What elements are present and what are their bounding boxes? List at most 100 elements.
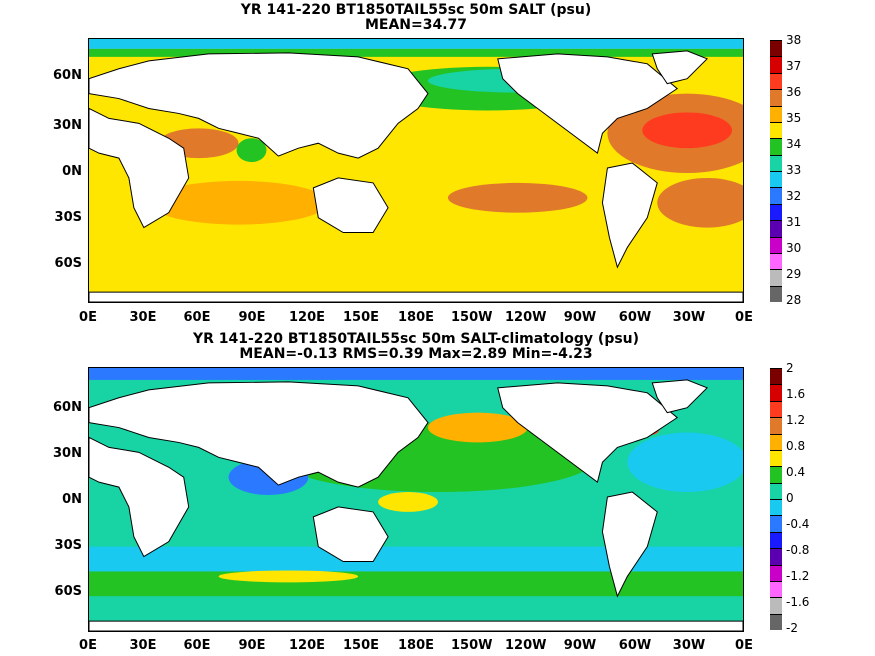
greenland [651,50,708,85]
colorbar-segment [770,466,782,483]
p1-cbar-label: 34 [786,137,802,151]
p2-cbar-label: -2 [786,621,798,635]
colorbar-segment [770,482,782,499]
colorbar-segment [770,417,782,434]
p2-lon: 120W [505,638,547,653]
natl-saltier [642,112,733,149]
p1-lon: 90E [238,310,266,325]
p1-lon: 120E [288,310,326,325]
p2-lon: 90W [563,638,597,653]
antarctica [89,620,743,631]
p1-cbar-label: 30 [786,241,802,255]
colorbar-segment [770,531,782,549]
southern-yellow [218,570,359,583]
subarctic-band [89,48,743,57]
north-america [497,53,679,154]
p1-cbar-label: 29 [786,267,802,281]
arctic-band [89,39,743,49]
p2-lon: 150E [342,638,380,653]
southern-band [89,242,743,273]
colorbar-segment [770,449,782,467]
panel1-salinity-map [88,38,744,303]
p1-cbar-label: 38 [786,33,802,47]
colorbar-segment [770,548,782,565]
colorbar-segment [770,187,782,204]
north-america [497,382,679,483]
p2-cbar-label: -0.8 [786,543,810,557]
colorbar-segment [770,499,782,516]
p1-cbar-label: 32 [786,189,802,203]
colorbar-segment [770,433,782,450]
eurasia [89,52,429,159]
sind-salty [148,180,329,225]
greenland [651,379,708,414]
colorbar-segment [770,89,782,106]
panel2-title-line2: MEAN=-0.13 RMS=0.39 Max=2.89 Min=-4.23 [239,346,593,362]
p1-lat-60s: 60S [54,256,82,271]
colorbar-segment [770,515,782,532]
p2-cbar-label: 1.2 [786,413,806,427]
p2-cbar-label: 0.4 [786,465,806,479]
p1-cbar-label: 35 [786,111,802,125]
southern-pos [89,571,743,597]
australia [312,177,389,234]
colorbar-segment [770,138,782,155]
p2-lon: 60W [618,638,652,653]
p2-lon: 180E [397,638,435,653]
p2-lon: 150W [451,638,493,653]
bengal-fresh [236,138,267,163]
p2-lat-60n: 60N [53,400,82,415]
colorbar-segment [770,285,782,302]
p1-cbar-label: 36 [786,85,802,99]
p2-lon: 0E [79,638,97,653]
eurasia [89,381,429,488]
p1-lat-0n: 0N [62,164,82,179]
p2-cbar-label: -0.4 [786,517,810,531]
panel1-title-line1: YR 141-220 BT1850TAIL55sc 50m SALT (psu) [240,2,592,18]
p2-lon: 90E [238,638,266,653]
colorbar-segment [770,40,782,57]
p2-cbar-label: 1.6 [786,387,806,401]
p2-cbar-label: 0 [786,491,794,505]
p2-lon: 60E [183,638,211,653]
colorbar-segment [770,252,782,270]
p1-cbar-label: 37 [786,59,802,73]
antarctic-band [89,596,743,622]
colorbar-segment [770,400,782,418]
colorbar-segment [770,121,782,139]
australia [312,506,389,563]
p2-cbar-label: 2 [786,361,794,375]
colorbar-segment [770,171,782,188]
antarctica [89,291,743,302]
south-america [601,491,658,598]
natl-neg [627,432,743,493]
p1-lon: 150W [451,310,493,325]
colorbar-segment [770,56,782,73]
npac-pos [427,412,528,443]
p1-lon: 60W [618,310,652,325]
land-masses [89,50,743,302]
colorbar-segment [770,564,782,581]
p2-lat-30s: 30S [54,538,82,553]
p1-cbar-label: 33 [786,163,802,177]
south-america [601,162,658,269]
colorbar-segment [770,154,782,171]
panel2-title-line1: YR 141-220 BT1850TAIL55sc 50m SALT-clima… [192,331,640,347]
arctic-band [89,368,743,380]
colorbar-segment [770,72,782,90]
land-masses [89,379,743,631]
p1-cbar-label: 28 [786,293,802,307]
colorbar-segment [770,236,782,253]
colorbar-segment [770,203,782,221]
p1-lon: 150E [342,310,380,325]
p1-lon: 30E [129,310,157,325]
p1-lon: 90W [563,310,597,325]
p2-colorbar [770,368,782,630]
p1-lon: 0E [735,310,753,325]
p2-lon: 30E [129,638,157,653]
p1-lon: 0E [79,310,97,325]
colorbar-segment [770,597,782,614]
p2-cbar-label: -1.6 [786,595,810,609]
p1-cbar-label: 31 [786,215,802,229]
panel1-title-line2: MEAN=34.77 [364,17,468,33]
